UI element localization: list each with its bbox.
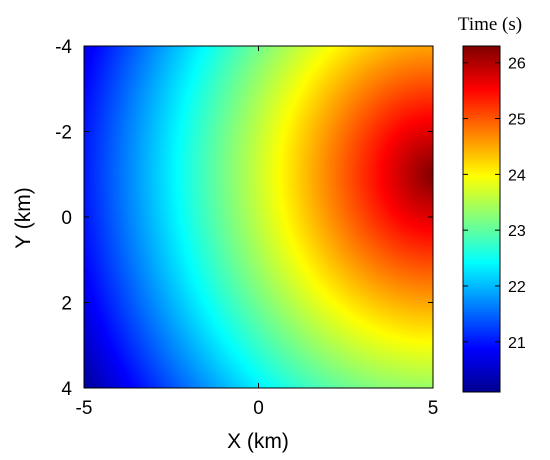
heatmap-plot-area [83, 45, 434, 389]
colorbar-tick-label: 22 [508, 279, 526, 296]
colorbar: Time (s) 21 22 23 24 25 26 [458, 14, 526, 393]
x-tick-label: 0 [253, 398, 264, 419]
colorbar-tick-label: 24 [508, 167, 526, 184]
heatmap-image [84, 46, 433, 388]
x-axis-label: X (km) [227, 430, 289, 453]
x-tick-label: -5 [76, 398, 93, 419]
y-tick-label: 4 [61, 379, 72, 400]
x-tick-label: 5 [428, 398, 439, 419]
colorbar-gradient [462, 45, 501, 393]
y-tick-label: 2 [61, 294, 72, 315]
y-tick-label: -4 [55, 37, 72, 58]
colorbar-tick-label: 26 [508, 56, 526, 73]
colorbar-title: Time (s) [458, 14, 522, 35]
y-axis: -4 -2 0 2 4 [55, 37, 433, 400]
colorbar-ticks: 21 22 23 24 25 26 [463, 56, 526, 352]
colorbar-tick-label: 25 [508, 112, 526, 129]
y-tick-label: 0 [61, 208, 72, 229]
colorbar-tick-label: 21 [508, 335, 526, 352]
y-tick-label: -2 [55, 123, 72, 144]
colorbar-tick-label: 23 [508, 223, 526, 240]
y-axis-label: Y (km) [12, 187, 35, 248]
x-axis: -5 0 5 [76, 46, 439, 419]
